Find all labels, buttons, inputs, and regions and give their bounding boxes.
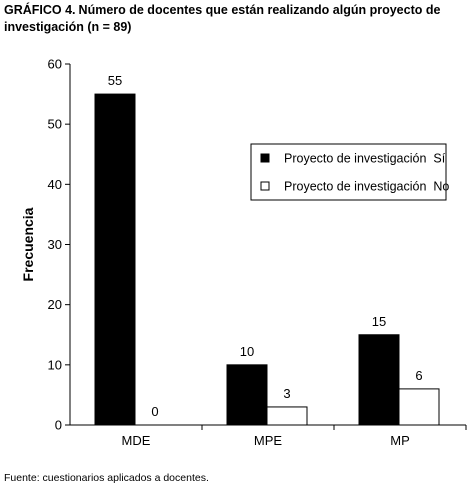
legend-label: Proyecto de investigación No [284,180,449,194]
data-label: 10 [240,344,254,359]
bar-si [358,334,400,426]
y-tick-label: 50 [48,117,62,132]
figure-label: GRÁFICO 4. [4,3,76,17]
data-label: 3 [283,386,290,401]
data-label: 6 [415,368,422,383]
chart-data-labels: 55 0 10 3 15 6 [108,73,423,419]
legend-swatch [260,181,270,191]
bar-si [94,93,136,426]
y-tick-label: 20 [48,297,62,312]
legend-label: Proyecto de investigación Sí [284,152,446,166]
figure-title: Número de docentes que están realizando … [4,3,441,34]
chart-legend: Proyecto de investigación Sí Proyecto de … [250,143,449,201]
data-label: 15 [372,314,386,329]
bar-no [266,406,308,426]
chart-title: GRÁFICO 4. Número de docentes que están r… [4,2,467,36]
bar-no [398,388,440,426]
x-tick-label: MP [390,433,410,448]
data-label: 0 [151,404,158,419]
chart-bars [94,93,440,426]
y-tick-label: 10 [48,357,62,372]
legend-box [250,143,447,201]
x-tick-label: MDE [122,433,151,448]
source-note: Fuente: cuestionarios aplicados a docent… [4,472,209,484]
y-axis-title: Frecuencia [20,207,36,281]
y-tick-label: 40 [48,177,62,192]
y-tick-label: 0 [55,418,62,433]
legend-swatch [260,153,270,163]
y-tick-label: 60 [48,57,62,72]
bar-si [226,364,268,426]
y-tick-label: 30 [48,237,62,252]
x-tick-label: MPE [254,433,283,448]
data-label: 55 [108,73,122,88]
